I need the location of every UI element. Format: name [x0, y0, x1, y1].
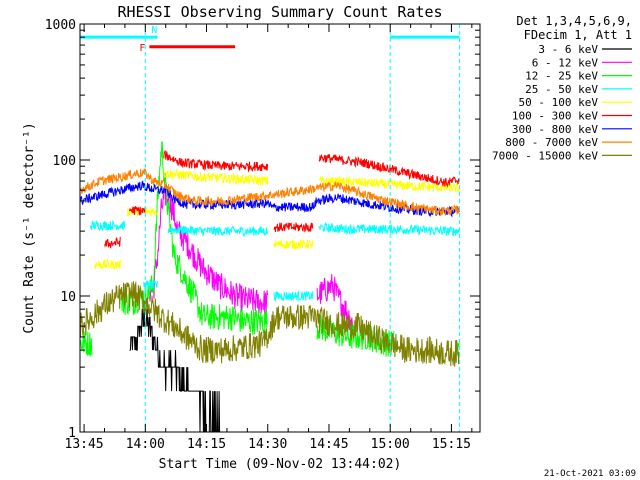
plot-frame — [79, 23, 481, 433]
series-line-800-7000-kev — [80, 168, 460, 216]
legend-header-line-2: FDecim 1, Att 1 — [524, 28, 632, 42]
series-line-25-50-kev — [89, 219, 460, 303]
series-line-300-800-kev — [79, 180, 460, 218]
flags-layer: NF — [80, 24, 461, 432]
y-axis-label: Count Rate (s⁻¹ detector⁻¹) — [22, 122, 37, 333]
chart-title: RHESSI Observing Summary Count Rates — [117, 3, 442, 21]
legend-label-3-6-kev: 3 - 6 keV — [538, 43, 598, 56]
x-tick-label-2: 14:15 — [187, 437, 226, 452]
series-line-7000-15000-kev — [79, 281, 460, 367]
x-tick-label-3: 14:30 — [248, 437, 287, 452]
legend-label-6-12-kev: 6 - 12 keV — [532, 56, 599, 69]
x-tick-label-0: 13:45 — [65, 437, 104, 452]
legend-label-12-25-kev: 12 - 25 keV — [525, 70, 598, 83]
series-line-100-300-kev — [104, 150, 460, 249]
legend-header-line-1: Det 1,3,4,5,6,9, — [516, 14, 632, 28]
x-tick-label-4: 14:45 — [309, 437, 348, 452]
series-line-12-25-kev — [79, 141, 460, 359]
legend-label-50-100-kev: 50 - 100 keV — [519, 96, 599, 109]
series-layer — [79, 141, 460, 433]
legend: Det 1,3,4,5,6,9, FDecim 1, Att 1 3 - 6 k… — [492, 14, 632, 162]
night-flag-label: N — [151, 25, 157, 36]
axis-layer: 13:45 14:00 14:15 14:30 14:45 15:00 15:15 1 10 10… — [45, 18, 480, 452]
footer-date: 21-Oct-2021 03:09 — [544, 469, 636, 479]
x-tick-label-1: 14:00 — [126, 437, 165, 452]
legend-label-25-50-kev: 25 - 50 keV — [525, 83, 598, 96]
y-tick-label-3: 1000 — [45, 18, 76, 33]
x-tick-label-6: 15:15 — [432, 437, 471, 452]
y-tick-label-2: 100 — [53, 154, 76, 169]
legend-label-300-800-kev: 300 - 800 keV — [512, 123, 598, 136]
x-tick-label-5: 15:00 — [371, 437, 410, 452]
legend-label-100-300-kev: 100 - 300 keV — [512, 110, 598, 123]
flare-flag-label: F — [139, 43, 145, 54]
legend-label-7000-15000-kev: 7000 - 15000 keV — [492, 149, 598, 162]
y-tick-label-0: 1 — [68, 426, 76, 441]
x-axis-label: Start Time (09-Nov-02 13:44:02) — [159, 457, 402, 472]
legend-label-800-7000-kev: 800 - 7000 keV — [505, 136, 598, 149]
y-tick-label-1: 10 — [60, 290, 76, 305]
